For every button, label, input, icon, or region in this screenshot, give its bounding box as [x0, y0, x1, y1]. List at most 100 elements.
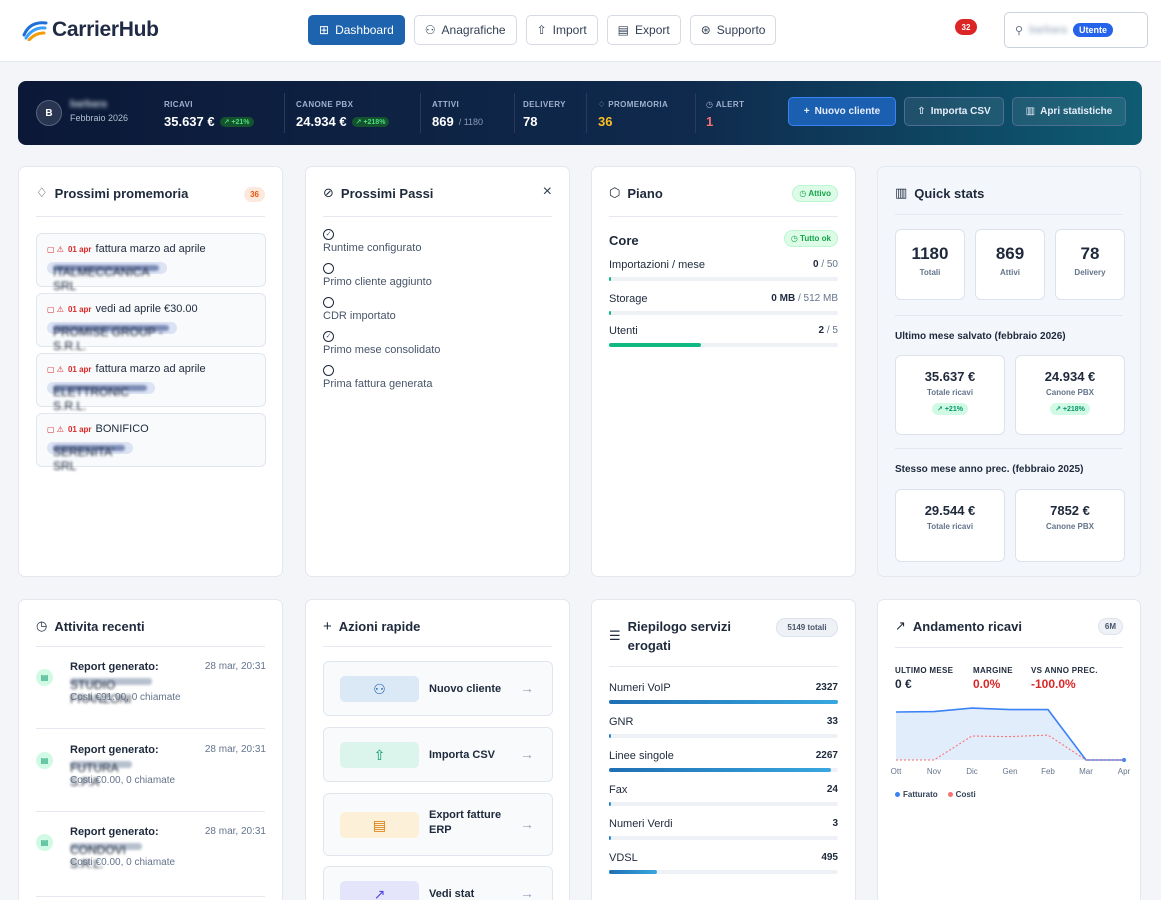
nav-dashboard[interactable]: ⊞ Dashboard	[308, 15, 405, 45]
action-new-client[interactable]: ⚇ Nuovo cliente →	[323, 661, 553, 716]
reminder-date: 01 apr	[67, 244, 92, 254]
clock-icon: ◷	[36, 618, 48, 633]
step-item: ✓ Primo mese consolidato	[323, 331, 441, 356]
stat-attivi: ATTIVI 869 / 1180	[432, 100, 483, 129]
activity-client: STUDIO FRANZONI	[70, 678, 152, 706]
calendar-warning-icon: ▢ ⚠	[47, 364, 64, 374]
reminder-item[interactable]: ▢ ⚠ 01 apr vedi ad aprile €30.00 PROMISE G…	[36, 293, 266, 353]
action-import-csv[interactable]: ⇧ Importa CSV →	[323, 727, 553, 782]
trend-icon: ↗	[340, 881, 419, 900]
service-value: 2267	[815, 750, 838, 761]
divider	[609, 216, 838, 217]
nav-anagrafiche[interactable]: ⚇ Anagrafiche	[413, 15, 517, 45]
stat-value: 1	[706, 114, 714, 129]
banner-user: barbara Febbraio 2026	[70, 99, 128, 123]
trend-badge: ↗ +218%	[1050, 403, 1090, 415]
users-icon: ⚇	[424, 23, 436, 37]
x-tick-label: Ott	[891, 767, 902, 776]
alert-icon: ◷	[706, 100, 714, 109]
stat-value: 36	[598, 114, 613, 129]
kpi-vs-prev-year: VS ANNO PREC. -100.0%	[1031, 666, 1098, 691]
stat-label: ◷ ALERT	[706, 100, 745, 109]
brand-logo[interactable]: CarrierHub	[20, 18, 159, 42]
action-export-erp[interactable]: ▤ Export fatture ERP →	[323, 793, 553, 856]
divider	[514, 93, 515, 133]
user-icon: ⚲	[1015, 24, 1024, 37]
avatar: B	[36, 100, 62, 126]
stat-promemoria: ♢ PROMEMORIA 36	[598, 100, 668, 129]
notification-badge[interactable]: 32	[955, 19, 977, 35]
username: barbara	[1029, 24, 1067, 36]
meter-track	[609, 343, 838, 347]
nav-supporto[interactable]: ⊛ Supporto	[689, 15, 777, 45]
divider	[323, 646, 552, 647]
stat-total-box: 1180 Totali	[895, 229, 965, 300]
empty-circle-icon	[323, 297, 334, 308]
reminder-text: BONIFICO	[95, 423, 149, 435]
client-chip: ELETTRONIC S.R.L.	[47, 382, 155, 413]
activity-title: Report generato:	[70, 826, 159, 838]
activity-detail: Costi €0.00, 0 chiamate	[70, 857, 176, 868]
card-title: ⬡ Piano	[609, 185, 663, 201]
legend-costi: Costi	[947, 790, 976, 799]
service-label: GNR	[609, 716, 634, 728]
upload-icon: ⇧	[536, 23, 547, 37]
bell-icon: ♢	[36, 185, 48, 200]
x-tick-label: Mar	[1079, 767, 1093, 776]
new-client-button[interactable]: + Nuovo cliente	[788, 97, 896, 126]
nav-label: Supporto	[716, 23, 766, 37]
trend-icon: ↗	[895, 618, 906, 633]
service-fill	[609, 870, 658, 874]
meter-fill	[609, 311, 611, 315]
x-tick-label: Apr	[1118, 767, 1131, 776]
range-badge[interactable]: 6M	[1097, 618, 1123, 635]
divider	[323, 216, 552, 217]
user-menu-button[interactable]: ⚲ barbara Utente	[1004, 12, 1148, 48]
main-nav: ⊞ Dashboard ⚇ Anagrafiche ⇧ Import ▤ Exp…	[308, 15, 777, 45]
server-icon: ☰	[609, 628, 621, 643]
chart-legend: Fatturato Costi	[895, 790, 976, 799]
nav-import[interactable]: ⇧ Import	[525, 15, 598, 45]
reminder-text: fattura marzo ad aprile	[95, 243, 206, 255]
costi-line	[896, 734, 1124, 761]
arrow-right-icon: →	[520, 746, 534, 762]
x-tick-label: Dic	[966, 767, 978, 776]
next-steps-card: ⊘ Prossimi Passi × ✓ Runtime configurato …	[305, 166, 570, 577]
open-stats-button[interactable]: ▥ Apri statistiche	[1012, 97, 1126, 126]
divider	[36, 896, 265, 897]
client-chip: ITALMECCANICA SRL	[47, 262, 167, 293]
bell-icon: ♢	[598, 100, 606, 109]
reminder-item[interactable]: ▢ ⚠ 01 apr BONIFICO SERENITA' SRL	[36, 413, 266, 473]
service-track	[609, 870, 838, 874]
reminder-item[interactable]: ▢ ⚠ 01 apr fattura marzo ad aprile ELETTRO…	[36, 353, 266, 413]
import-csv-button[interactable]: ⇧ Importa CSV	[904, 97, 1004, 126]
service-fill	[609, 836, 611, 840]
service-label: VDSL	[609, 852, 638, 864]
action-view-stats[interactable]: ↗ Vedi stat →	[323, 866, 553, 900]
close-icon[interactable]: ×	[542, 183, 552, 200]
stat-label: ♢ PROMEMORIA	[598, 100, 669, 109]
stat-alert: ◷ ALERT 1	[706, 100, 744, 129]
banner-period: Febbraio 2026	[70, 113, 129, 123]
meter-users: Utenti 2 / 5	[609, 325, 838, 347]
reminder-item[interactable]: ▢ ⚠ 01 apr fattura marzo ad aprile ITALMEC…	[36, 233, 266, 293]
nav-export[interactable]: ▤ Export	[606, 15, 681, 45]
service-fill	[609, 700, 838, 704]
service-value: 3	[832, 818, 838, 829]
check-circle-icon: ⊘	[323, 185, 334, 200]
report-icon: ▤	[36, 752, 53, 769]
divider	[695, 93, 696, 133]
divider	[609, 666, 838, 667]
revenue-chart: Ott Nov Dic Gen Feb Mar Apr	[891, 707, 1131, 776]
divider	[895, 448, 1123, 449]
chart-icon: ▥	[1025, 106, 1036, 117]
users-icon: ⚇	[340, 676, 419, 702]
revenue-trend-card: ↗ Andamento ricavi 6M ULTIMO MESE 0 € MAR…	[877, 599, 1141, 900]
check-circle-icon: ✓	[323, 229, 334, 240]
meter-label: Utenti	[609, 325, 638, 337]
summary-banner: B barbara Febbraio 2026 RICAVI 35.637 € ↗…	[18, 81, 1142, 145]
service-row: GNR 33	[609, 716, 838, 738]
activity-client: FUTURA S.P.A	[70, 761, 132, 789]
stat-active-box: 869 Attivi	[975, 229, 1045, 300]
trend-badge: ↗ +21%	[932, 403, 968, 415]
